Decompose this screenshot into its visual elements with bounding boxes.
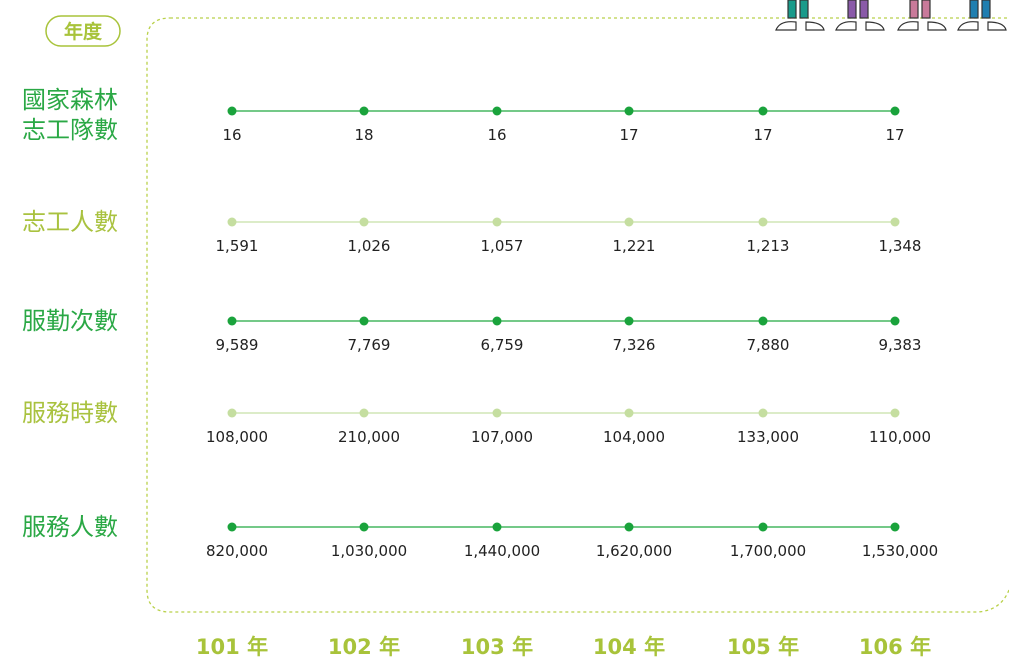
value: 1,026	[348, 237, 391, 255]
value: 17	[753, 126, 772, 144]
dot	[493, 523, 502, 532]
value: 210,000	[338, 428, 400, 446]
value: 108,000	[206, 428, 268, 446]
year-label: 103 年	[461, 635, 533, 659]
dot	[493, 218, 502, 227]
dot	[891, 218, 900, 227]
value: 133,000	[737, 428, 799, 446]
dot	[228, 317, 237, 326]
row-label: 服務時數	[22, 399, 118, 427]
value: 17	[619, 126, 638, 144]
value: 1,057	[481, 237, 524, 255]
value: 7,326	[613, 336, 656, 354]
dot	[360, 107, 369, 116]
dot	[493, 317, 502, 326]
value: 107,000	[471, 428, 533, 446]
value: 1,591	[216, 237, 259, 255]
value: 104,000	[603, 428, 665, 446]
value: 1,530,000	[862, 542, 938, 560]
dot	[759, 107, 768, 116]
row-label: 志工人數	[22, 208, 118, 236]
dot	[891, 317, 900, 326]
dot	[360, 218, 369, 227]
dot	[625, 523, 634, 532]
value: 1,440,000	[464, 542, 540, 560]
dot	[891, 523, 900, 532]
dot	[891, 107, 900, 116]
year-label: 106 年	[859, 635, 931, 659]
value: 16	[487, 126, 506, 144]
dot	[625, 218, 634, 227]
value: 1,700,000	[730, 542, 806, 560]
value: 1,348	[879, 237, 922, 255]
row-label: 服務人數	[22, 513, 118, 541]
value: 1,620,000	[596, 542, 672, 560]
value: 17	[885, 126, 904, 144]
dot	[360, 409, 369, 418]
dot	[228, 218, 237, 227]
value: 820,000	[206, 542, 268, 560]
value: 1,221	[613, 237, 656, 255]
dot	[228, 107, 237, 116]
dot	[360, 523, 369, 532]
dot	[759, 317, 768, 326]
dot	[360, 317, 369, 326]
dot	[493, 409, 502, 418]
value: 9,589	[216, 336, 259, 354]
page: 年度 101 年 102 年 103 年 104 年 105 年 106 年 國家森林志工隊…	[0, 0, 1009, 670]
infographic: 年度 101 年 102 年 103 年 104 年 105 年 106 年 國家森林志工隊…	[0, 0, 1009, 670]
value: 16	[222, 126, 241, 144]
year-label: 104 年	[593, 635, 665, 659]
value: 18	[354, 126, 373, 144]
value: 9,383	[879, 336, 922, 354]
dot	[228, 523, 237, 532]
dot	[625, 317, 634, 326]
value: 7,769	[348, 336, 391, 354]
row-label: 國家森林	[22, 86, 118, 114]
row-label: 志工隊數	[22, 116, 118, 144]
year-label: 102 年	[328, 635, 400, 659]
legs-illustration	[776, 0, 1006, 30]
frame	[147, 18, 1009, 612]
dot	[759, 523, 768, 532]
value: 7,880	[747, 336, 790, 354]
value: 6,759	[481, 336, 524, 354]
value: 110,000	[869, 428, 931, 446]
dot	[759, 218, 768, 227]
dot	[891, 409, 900, 418]
dot	[228, 409, 237, 418]
year-label: 105 年	[727, 635, 799, 659]
row-label: 服勤次數	[22, 307, 118, 335]
value: 1,213	[747, 237, 790, 255]
dot	[759, 409, 768, 418]
dot	[625, 107, 634, 116]
dot	[625, 409, 634, 418]
value: 1,030,000	[331, 542, 407, 560]
year-header: 年度	[64, 20, 103, 43]
year-label: 101 年	[196, 635, 268, 659]
dot	[493, 107, 502, 116]
